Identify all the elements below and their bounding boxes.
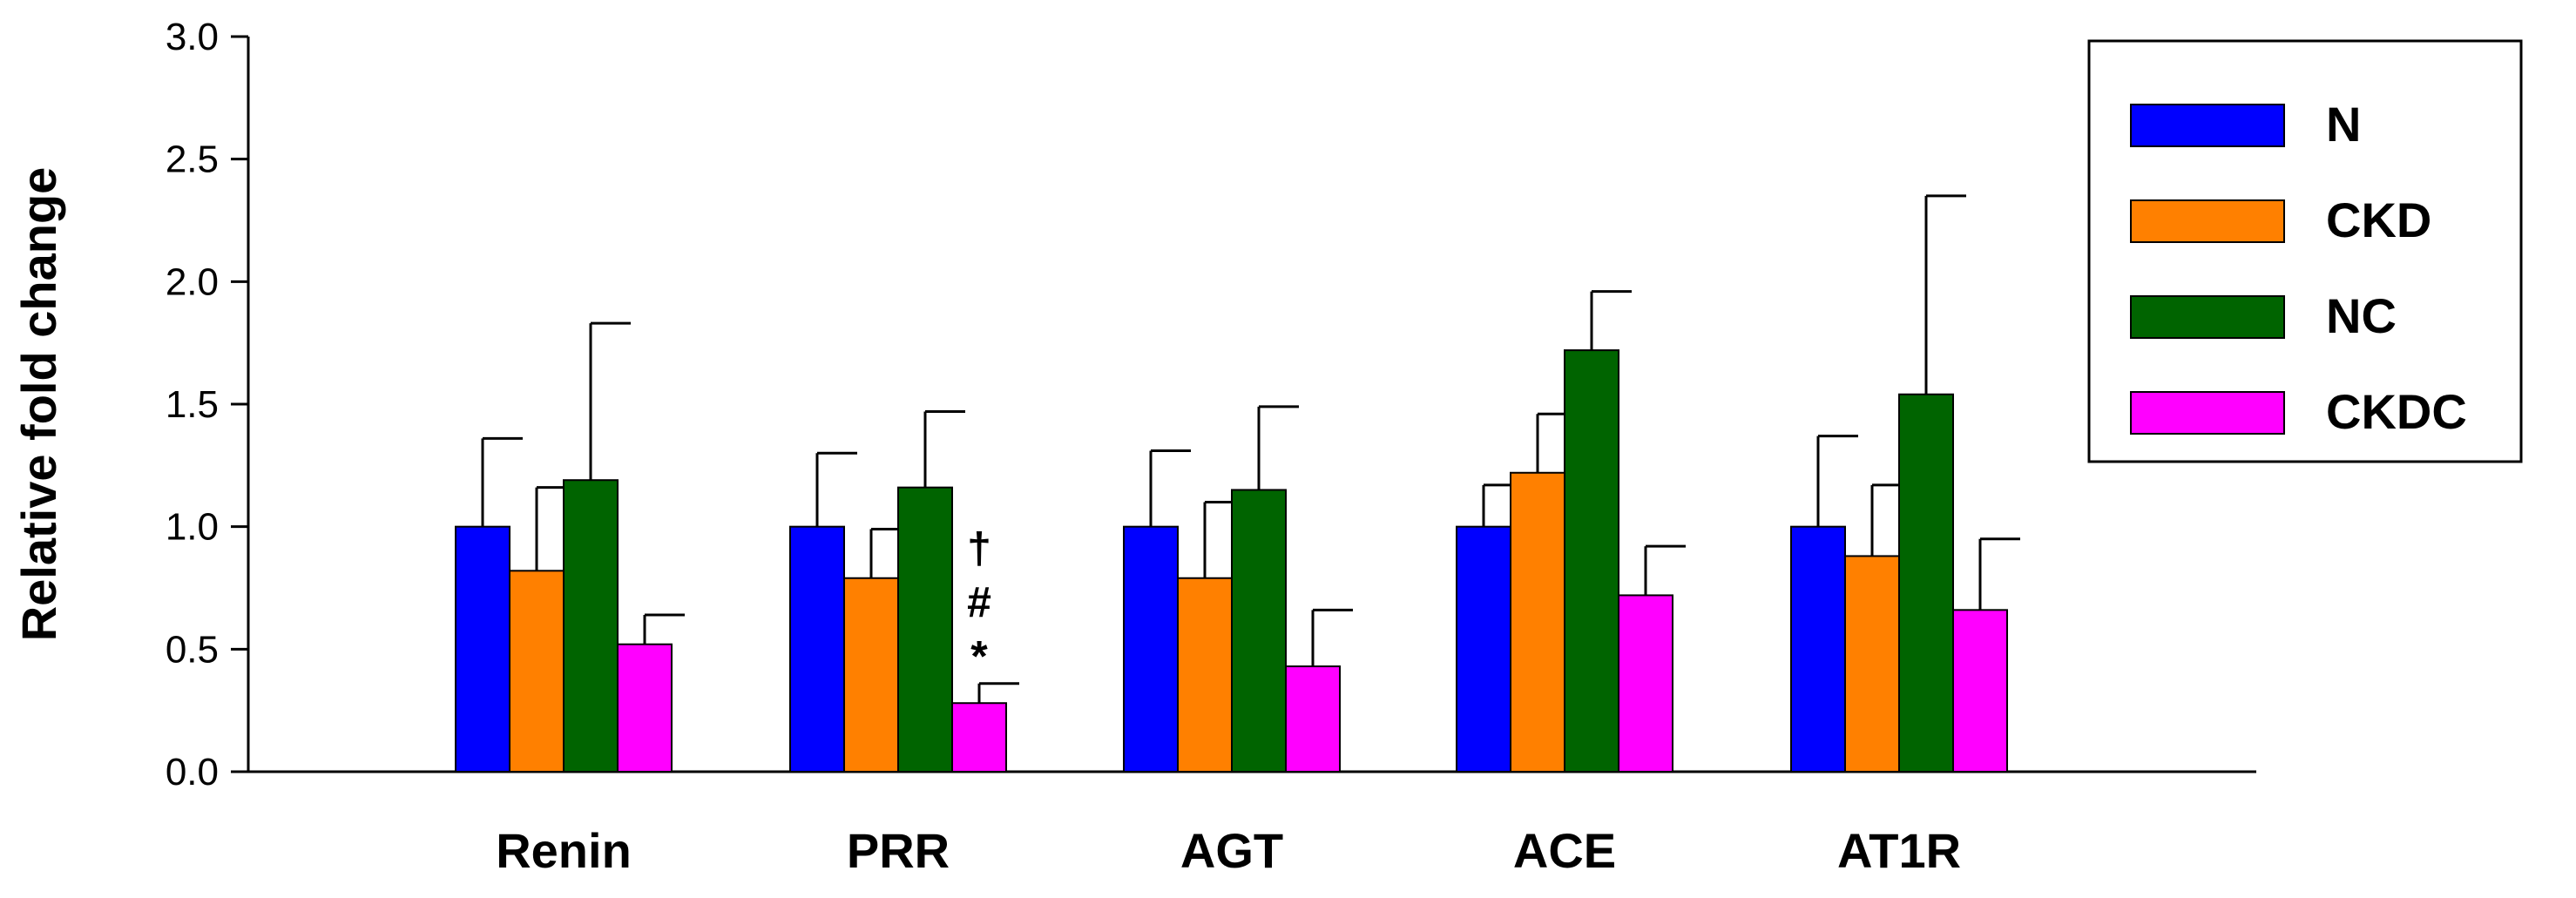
x-tick-label-prr: PRR — [847, 823, 950, 878]
bar-renin-ckd — [509, 570, 565, 773]
bar-prr-nc — [897, 486, 953, 773]
y-tick-label: 0.0 — [166, 751, 219, 793]
legend-swatch-ckdc — [2130, 391, 2285, 435]
legend-label-nc: NC — [2326, 288, 2397, 343]
bar-ace-nc — [1564, 349, 1619, 773]
bar-renin-nc — [563, 479, 619, 773]
legend-label-ckd: CKD — [2326, 192, 2431, 247]
y-axis-title: Relative fold change — [11, 167, 66, 642]
legend-swatch-n — [2130, 104, 2285, 147]
y-tick-label: 2.0 — [166, 260, 219, 303]
y-tick-label: 1.0 — [166, 506, 219, 549]
bar-agt-n — [1123, 525, 1179, 773]
legend-swatch-ckd — [2130, 199, 2285, 243]
bar-ace-ckdc — [1618, 594, 1673, 773]
bar-ace-ckd — [1510, 471, 1565, 773]
x-tick-label-renin: Renin — [496, 823, 632, 878]
bar-prr-ckd — [843, 577, 899, 773]
bar-prr-ckdc — [951, 702, 1007, 773]
bar-at1r-n — [1790, 525, 1846, 773]
bar-at1r-nc — [1898, 393, 1954, 773]
bar-ace-n — [1456, 525, 1511, 773]
bar-agt-nc — [1231, 489, 1287, 773]
y-tick-label: 3.0 — [166, 16, 219, 58]
x-tick-label-at1r: AT1R — [1837, 823, 1961, 878]
y-tick-label: 0.5 — [166, 628, 219, 671]
y-tick-label: 1.5 — [166, 383, 219, 426]
bar-agt-ckd — [1177, 577, 1233, 773]
x-tick-label-ace: ACE — [1513, 823, 1616, 878]
x-tick-label-agt: AGT — [1180, 823, 1283, 878]
significance-symbol: * — [970, 632, 988, 681]
legend-swatch-nc — [2130, 295, 2285, 339]
y-tick-label: 2.5 — [166, 138, 219, 181]
significance-symbol: # — [967, 578, 991, 627]
legend-label-ckdc: CKDC — [2326, 384, 2467, 439]
bar-renin-ckdc — [617, 643, 673, 773]
bar-renin-n — [455, 525, 510, 773]
bar-agt-ckdc — [1285, 665, 1341, 773]
bar-at1r-ckdc — [1952, 609, 2008, 773]
bar-at1r-ckd — [1844, 555, 1900, 773]
significance-symbol: † — [967, 524, 991, 573]
legend-label-n: N — [2326, 97, 2361, 152]
bar-prr-n — [789, 525, 845, 773]
